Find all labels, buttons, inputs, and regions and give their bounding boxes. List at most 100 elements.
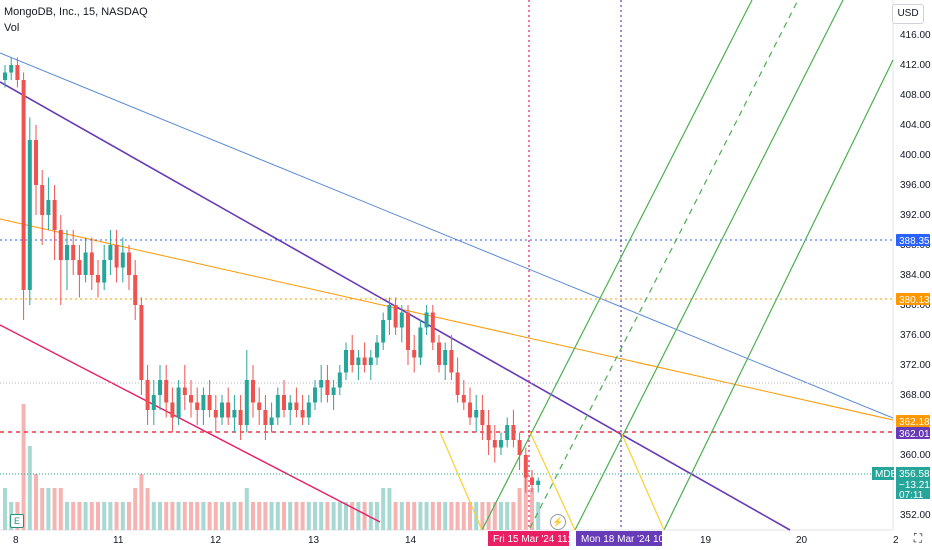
candle-body xyxy=(399,312,404,328)
volume-bar xyxy=(511,502,516,530)
y-tick-label: 372.00 xyxy=(900,360,931,371)
candle-body xyxy=(263,410,268,425)
candle-body xyxy=(21,80,26,290)
volume-bar xyxy=(170,502,175,530)
volume-bar xyxy=(406,502,410,530)
candle-body xyxy=(226,402,231,418)
volume-bar xyxy=(58,488,63,530)
chart-header: MongoDB, Inc., 15, NASDAQ Vol xyxy=(4,4,148,36)
candle-body xyxy=(517,440,522,455)
volume-bar xyxy=(251,502,255,530)
price-badge-text: 362.18 xyxy=(899,417,930,428)
volume-bar xyxy=(201,502,206,530)
candle-body xyxy=(406,312,410,350)
candle-body xyxy=(96,275,100,283)
candle-body xyxy=(337,372,342,388)
volume-bar xyxy=(195,502,200,530)
volume-bar xyxy=(356,502,361,530)
candle-body xyxy=(238,410,243,425)
volume-bar xyxy=(294,502,299,530)
candle-body xyxy=(9,65,14,73)
volume-bar xyxy=(412,502,417,530)
volume-bar xyxy=(437,502,441,530)
currency-button[interactable]: USD xyxy=(892,4,924,24)
y-tick-label: 384.00 xyxy=(900,270,931,281)
price-badge xyxy=(896,415,930,427)
volume-bar xyxy=(139,474,144,530)
time-axis[interactable]: 8 11 12 13 14 19 20 2 xyxy=(13,535,899,546)
y-tick-label: 396.00 xyxy=(900,180,931,191)
volume-bar xyxy=(517,488,522,530)
volume-bar xyxy=(461,502,466,530)
volume-bar xyxy=(176,502,181,530)
candle-body xyxy=(46,200,51,215)
earnings-icon[interactable]: E xyxy=(10,514,24,528)
candle-body xyxy=(306,402,311,418)
symbol-title[interactable]: MongoDB, Inc., 15, NASDAQ xyxy=(4,6,148,18)
candle-body xyxy=(468,402,472,418)
volume-bar xyxy=(65,502,69,530)
volume-bar xyxy=(77,502,82,530)
candle-body xyxy=(27,140,32,290)
countdown-text: 07:11 xyxy=(899,490,924,501)
candle-body xyxy=(77,260,82,275)
volume-bar xyxy=(362,502,367,530)
last-price-badge xyxy=(896,467,930,499)
volume-bar xyxy=(232,502,237,530)
volume-label[interactable]: Vol xyxy=(4,22,20,34)
volume-bar xyxy=(337,502,342,530)
volume-bar xyxy=(226,502,231,530)
volume-bar xyxy=(455,502,460,530)
volume-bar xyxy=(393,502,398,530)
candle-body xyxy=(313,387,317,403)
price-badge-text: 362.01 xyxy=(899,429,930,440)
volume-bar xyxy=(52,488,57,530)
candle-body xyxy=(387,305,392,320)
volume-bar xyxy=(182,502,187,530)
candle-body xyxy=(492,440,497,448)
candle-body xyxy=(58,230,63,260)
y-tick-label: 400.00 xyxy=(900,150,931,161)
candle-body xyxy=(356,357,361,365)
candle-body xyxy=(71,245,76,260)
dividend-bolt-icon[interactable]: ⚡ xyxy=(550,514,566,530)
volume-bar xyxy=(325,502,330,530)
candle-body xyxy=(220,402,224,418)
candle-body xyxy=(232,410,237,418)
candle-body xyxy=(170,402,175,418)
volume-bar xyxy=(505,502,510,530)
volume-bar xyxy=(133,488,138,530)
candle-body xyxy=(40,185,45,215)
volume-bar xyxy=(3,488,7,530)
volume-bar xyxy=(331,502,336,530)
volume-bar xyxy=(257,502,262,530)
pitchfork-line xyxy=(663,59,894,531)
volume-bar xyxy=(468,502,472,530)
candle-body xyxy=(201,395,206,410)
candle-body xyxy=(158,380,162,395)
volume-bar xyxy=(207,502,212,530)
volume-bar xyxy=(269,502,274,530)
candle-body xyxy=(282,395,286,410)
x-tick-label: 12 xyxy=(210,535,222,546)
y-tick-label: 404.00 xyxy=(900,120,931,131)
volume-bar xyxy=(449,502,454,530)
candle-body xyxy=(294,402,299,410)
fullscreen-icon[interactable]: ⛶ xyxy=(913,531,923,545)
volume-bar xyxy=(282,502,286,530)
candle-body xyxy=(114,245,119,268)
volume-bar xyxy=(238,502,243,530)
candle-body xyxy=(449,350,454,373)
candle-body xyxy=(350,350,355,365)
volume-bar xyxy=(120,502,125,530)
candle-body xyxy=(381,320,386,343)
volume-bar xyxy=(536,502,541,530)
volume-bar xyxy=(523,474,528,530)
x-tick-label: 20 xyxy=(796,535,808,546)
trendline-orange xyxy=(0,218,894,421)
candle-body xyxy=(511,425,516,440)
volume-bar xyxy=(499,502,503,530)
